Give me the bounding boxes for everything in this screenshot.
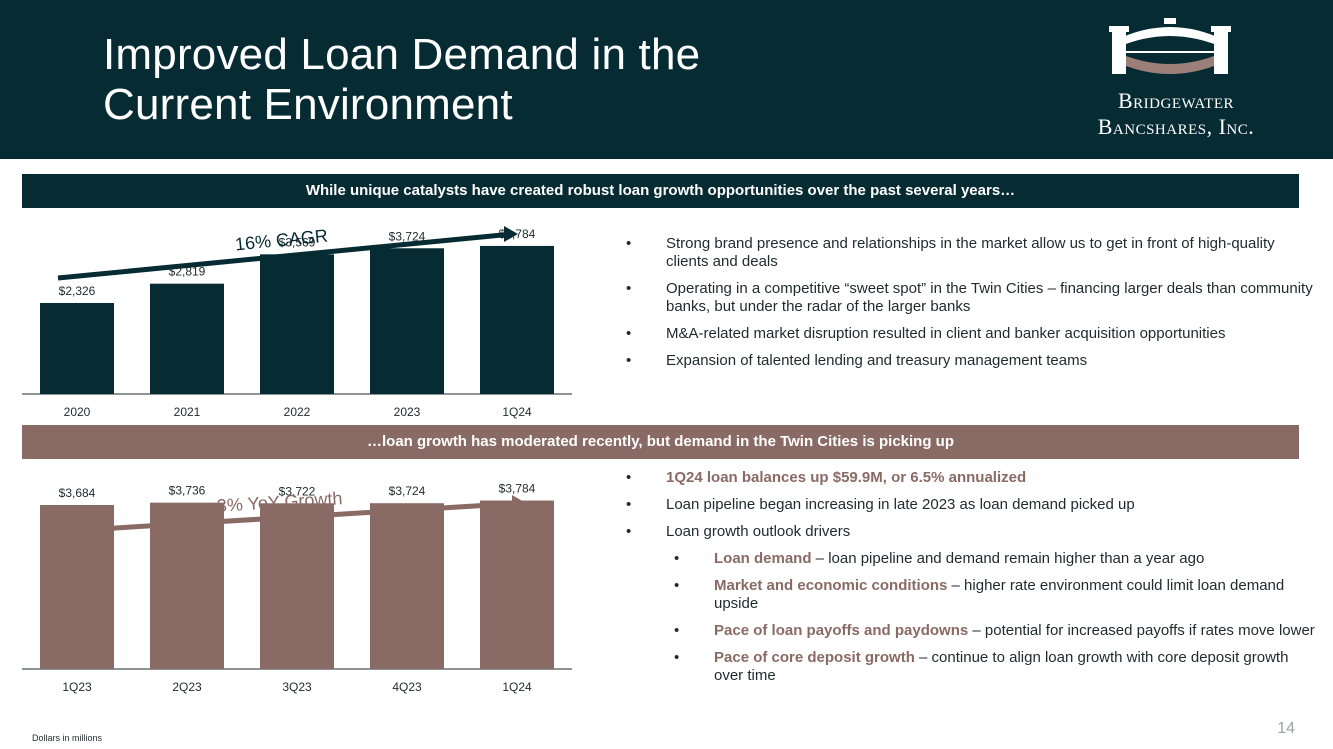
bullet-text: Expansion of talented lending and treasu… <box>666 352 1088 369</box>
page-number: 14 <box>1277 720 1295 737</box>
loan-balances-annual-chart: $2,3262020$2,8192021$3,5692022$3,7242023… <box>22 226 572 419</box>
logo-arch-icon <box>1109 18 1231 74</box>
bullet-text: Loan growth outlook drivers <box>666 523 851 540</box>
growth-annotation: 16% CAGR <box>234 226 329 255</box>
bullet-item: • M&A-related market disruption resulted … <box>626 325 1316 343</box>
bullet-text: Loan pipeline began increasing in late 2… <box>666 496 1135 513</box>
bullet-dot: • <box>626 352 632 369</box>
bullet-dot: • <box>674 622 680 639</box>
sub-bullet-item: • Market and economic conditions – higher… <box>674 577 1316 613</box>
driver-text: – higher rate environment could limit lo… <box>714 577 1285 612</box>
growth-arrow-line <box>65 501 515 534</box>
driver-label: Pace of core deposit growth <box>714 649 915 666</box>
x-tick-label-2022: 2022 <box>284 405 311 419</box>
data-label-1Q23: $3,684 <box>59 486 96 500</box>
bullet-dot: • <box>626 235 632 252</box>
sub-bullet-item: • Pace of loan payoffs and paydowns – pot… <box>674 622 1316 640</box>
bar-4Q23 <box>370 503 444 669</box>
bullet-dot: • <box>674 649 680 666</box>
company-logo: Bridgewater Bancshares, Inc. <box>1060 14 1292 146</box>
bullet-dot: • <box>626 280 632 297</box>
bullet-dot: • <box>674 577 680 594</box>
title-line-2: Current Environment <box>103 80 513 129</box>
bullet-text: Strong brand presence and relationships … <box>666 235 1275 270</box>
data-label-4Q23: $3,724 <box>389 484 426 498</box>
bullet-dot: • <box>626 469 632 486</box>
logo-line-2: Bancshares, Inc. <box>1097 114 1255 139</box>
driver-label: Pace of loan payoffs and paydowns <box>714 622 969 639</box>
data-label-3Q23: $3,722 <box>279 484 316 498</box>
bullet-item: • Expansion of talented lending and treas… <box>626 352 1316 370</box>
bar-2Q23 <box>150 502 224 669</box>
data-label-2022: $3,569 <box>279 235 316 249</box>
data-label-1Q24: $3,784 <box>499 482 536 496</box>
bullet-dot: • <box>626 523 632 540</box>
bullet-dot: • <box>626 496 632 513</box>
x-tick-label-2020: 2020 <box>64 405 91 419</box>
banner-top: While unique catalysts have created robu… <box>22 174 1299 208</box>
sub-bullet-item: • Pace of core deposit growth – continue … <box>674 649 1316 685</box>
sub-bullet-item: • Loan demand – loan pipeline and demand … <box>674 550 1316 568</box>
driver-text: – potential for increased payoffs if rat… <box>968 622 1315 639</box>
bullet-dot: • <box>626 325 632 342</box>
x-tick-label-3Q23: 3Q23 <box>282 680 312 694</box>
header-band: Improved Loan Demand in the Current Envi… <box>0 0 1333 159</box>
data-label-2Q23: $3,736 <box>169 484 206 498</box>
data-label-2023: $3,724 <box>389 229 426 243</box>
x-tick-label-2Q23: 2Q23 <box>172 680 202 694</box>
x-tick-label-2023: 2023 <box>394 405 421 419</box>
bar-2023 <box>370 248 444 394</box>
bullet-item: • Loan growth outlook drivers <box>626 523 1316 541</box>
growth-arrow-head <box>512 495 526 511</box>
bar-2021 <box>150 283 224 394</box>
bar-1Q24 <box>480 500 554 669</box>
x-tick-label-1Q23: 1Q23 <box>62 680 92 694</box>
bullet-item: • Loan pipeline began increasing in late … <box>626 496 1316 514</box>
bullet-item: • Strong brand presence and relationships… <box>626 235 1316 271</box>
data-label-2020: $2,326 <box>59 284 96 298</box>
bar-2022 <box>260 254 334 394</box>
bullet-item: • Operating in a competitive “sweet spot”… <box>626 280 1316 316</box>
bar-1Q24 <box>480 245 554 394</box>
driver-label: Market and economic conditions <box>714 577 948 594</box>
bar-2020 <box>40 302 114 394</box>
bullet-text: Operating in a competitive “sweet spot” … <box>666 280 1313 315</box>
x-tick-label-1Q24: 1Q24 <box>502 405 532 419</box>
loan-balances-quarterly-chart: $3,684 1Q23 $3,736 2Q23 $3,722 3Q23 $3,724 4Q23… <box>22 482 572 694</box>
x-tick-label-4Q23: 4Q23 <box>392 680 422 694</box>
growth-arrow-line <box>57 232 507 281</box>
bullet-list-bottom: • 1Q24 loan balances up $59.9M, or 6.5% a… <box>626 469 1316 694</box>
bar-3Q23 <box>260 503 334 669</box>
page-title: Improved Loan Demand in the Current Envi… <box>103 30 700 130</box>
title-line-1: Improved Loan Demand in the <box>103 30 701 79</box>
bullet-highlight-text: 1Q24 loan balances up $59.9M, or 6.5% an… <box>666 469 1027 486</box>
growth-arrow-head <box>504 226 518 242</box>
logo-wordmark: Bridgewater Bancshares, Inc. <box>1060 88 1292 140</box>
driver-text: – loan pipeline and demand remain higher… <box>811 550 1205 567</box>
x-tick-label-1Q24: 1Q24 <box>502 680 532 694</box>
bullet-dot: • <box>674 550 680 567</box>
banner-mid: …loan growth has moderated recently, but… <box>22 425 1299 459</box>
driver-text: – continue to align loan growth with cor… <box>714 649 1289 684</box>
x-tick-label-2021: 2021 <box>174 405 201 419</box>
bullet-list-top: • Strong brand presence and relationships… <box>626 235 1316 379</box>
footnote: Dollars in millions <box>32 733 103 743</box>
driver-label: Loan demand <box>714 550 812 567</box>
bullet-text: M&A-related market disruption resulted i… <box>666 325 1226 342</box>
bullet-item: • 1Q24 loan balances up $59.9M, or 6.5% a… <box>626 469 1316 487</box>
logo-line-1: Bridgewater <box>1118 88 1234 113</box>
